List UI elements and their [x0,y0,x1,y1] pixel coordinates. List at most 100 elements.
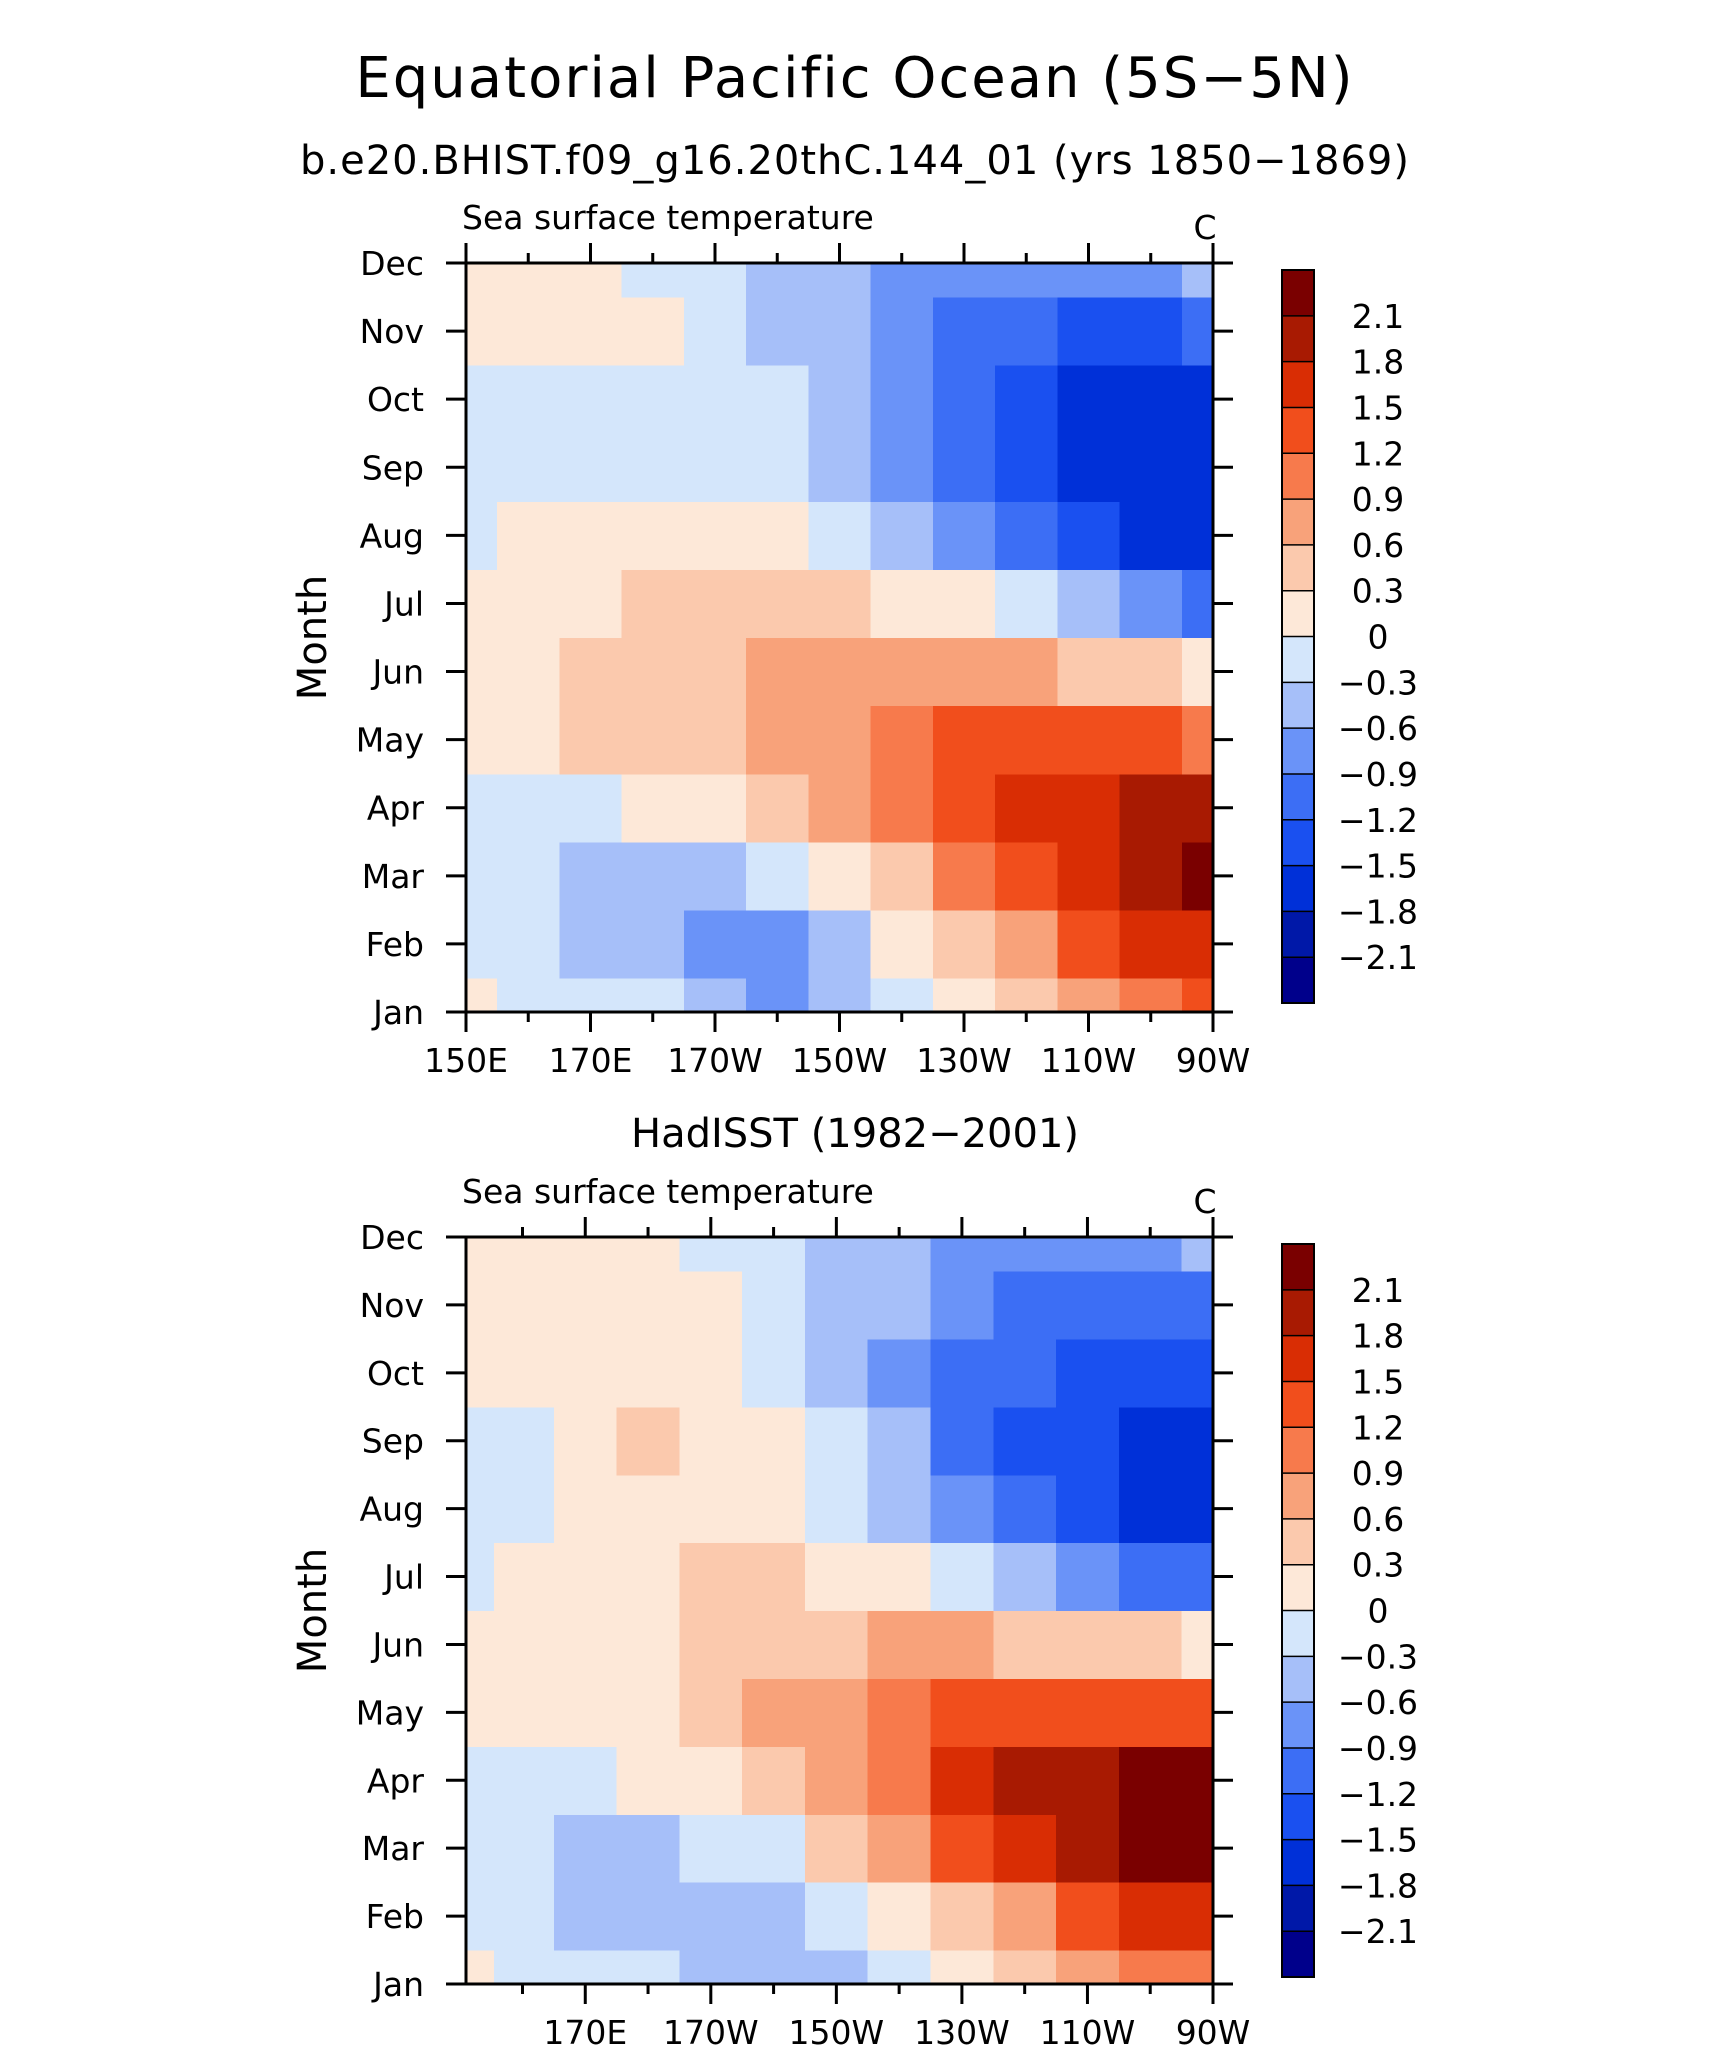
heatmap-cell [742,1814,806,1883]
heatmap-cell [1181,977,1214,1013]
heatmap-cell [616,1882,681,1951]
heatmap-cell [870,297,934,366]
panel-title: HadISST (1982−2001) [631,1111,1079,1157]
y-tick-label: Sep [362,1422,424,1461]
heatmap-cell [679,1474,743,1544]
y-tick-label: Dec [360,1218,424,1257]
colorbar-swatch [1282,361,1314,408]
heatmap-cell [1118,1542,1183,1612]
colorbar-swatch [1282,682,1314,729]
unit-label: C [1193,208,1216,247]
colorbar-swatch [1282,1610,1314,1657]
heatmap-cell [930,1542,994,1612]
heatmap-cell [867,1237,932,1272]
heatmap-cell [494,1950,555,1985]
colorbar-swatch [1282,957,1314,1004]
colorbar-label: 1.8 [1352,1317,1404,1356]
heatmap-cell [1119,501,1183,571]
heatmap-cell [466,1338,495,1408]
heatmap-cell [559,263,623,298]
colorbar-swatch [1282,1702,1314,1749]
heatmap-cell [1181,705,1214,775]
heatmap-cell [466,433,498,502]
colorbar-swatch [1282,544,1314,592]
y-tick-label: Dec [360,244,424,283]
heatmap-cell [742,1406,806,1476]
heatmap-cell [1118,1950,1183,1985]
colorbar-swatch [1282,1427,1314,1474]
figure-title: Equatorial Pacific Ocean (5S−5N) [355,46,1355,111]
heatmap-cell [559,977,623,1013]
heatmap-cell [1181,909,1214,979]
heatmap-cell [932,433,996,502]
heatmap-cell [995,433,1058,502]
heatmap-cell [993,1338,1057,1408]
y-tick-label: Jan [371,1965,424,2004]
heatmap-cell [746,501,809,571]
colorbar-swatch [1282,911,1314,958]
heatmap-cell [559,297,623,366]
y-axis-label: Month [290,1548,336,1673]
heatmap-cell [553,1882,618,1951]
heatmap-cell [494,1406,555,1476]
colorbar-swatch [1282,1289,1314,1337]
heatmap-cell [993,1474,1057,1544]
heatmap-cell [1057,909,1121,979]
heatmap-cell [1056,1406,1120,1476]
heatmap-cell [1181,1950,1214,1985]
heatmap-cell [466,637,498,707]
y-tick-label: Jul [382,1558,424,1597]
heatmap-cell [995,569,1058,639]
heatmap-cell [1056,1950,1120,1985]
heatmap-cell [930,1406,994,1476]
heatmap-cell [559,501,623,571]
heatmap-cell [621,773,685,843]
heatmap-cell [1181,1814,1214,1883]
heatmap-cell [742,1610,806,1680]
heatmap-cell [1181,501,1214,571]
heatmap-cell [497,365,560,434]
heatmap-cell [932,501,996,571]
heatmap-cell [559,433,623,502]
colorbar-swatch [1282,499,1314,546]
heatmap-cell [679,1950,743,1985]
heatmap-cell [1119,637,1183,707]
heatmap-cell [867,1814,932,1883]
heatmap-cell [804,1270,869,1340]
heatmap-cell [494,1814,555,1883]
heatmap-cell [993,1950,1057,1985]
heatmap-cell [683,365,747,434]
heatmap-cell [494,1610,555,1680]
heatmap-cell [494,1542,555,1612]
heatmap-cell [1118,1746,1183,1815]
heatmap-cell [995,841,1058,911]
heatmap-cell [804,1406,869,1476]
heatmap-cell [494,1678,555,1747]
heatmap-cell [930,1474,994,1544]
heatmap-cell [1181,263,1214,298]
y-tick-label: Apr [367,1761,425,1800]
heatmap-cell [559,909,623,979]
heatmap-cell [1119,569,1183,639]
heatmap-cell [1119,365,1183,434]
heatmap-cell [466,1882,495,1951]
heatmap-cell [494,1338,555,1408]
x-tick-label: 110W [1040,2013,1136,2052]
heatmap-cell [867,1338,932,1408]
heatmap-cell [1119,977,1183,1013]
heatmap-cell [497,569,560,639]
heatmap-cell [494,1474,555,1544]
heatmap-cell [808,909,872,979]
heatmap-cells [466,263,1214,1013]
heatmap-cell [993,1237,1057,1272]
heatmap-cell [497,705,560,775]
heatmap-cell [932,773,996,843]
heatmap-cell [621,705,685,775]
heatmap-cell [553,1406,618,1476]
heatmap-cell [559,365,623,434]
colorbar-swatch [1282,1244,1314,1291]
heatmap-cell [1057,773,1121,843]
heatmap-cell [742,1270,806,1340]
heatmap-cell [995,501,1058,571]
heatmap-cell [1118,1270,1183,1340]
